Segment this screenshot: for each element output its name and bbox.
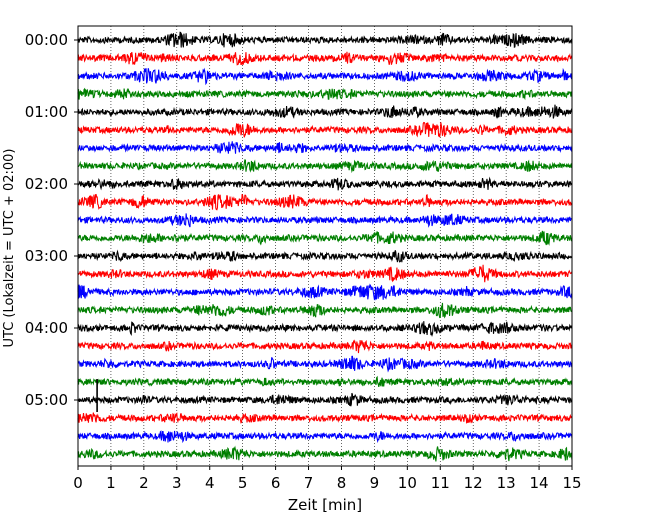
y-tick-label: 03:00 xyxy=(25,247,68,265)
trace-line xyxy=(77,302,573,319)
x-axis-label: Zeit [min] xyxy=(288,496,362,514)
x-tick-label: 13 xyxy=(497,474,516,492)
trace-line xyxy=(77,321,573,338)
x-axis-ticks: 0 1 2 3 4 5 6 7 8 9 10 11 12 13 14 15 xyxy=(73,466,582,492)
trace-line xyxy=(77,412,573,424)
x-tick-label: 3 xyxy=(172,474,182,492)
seismic-traces xyxy=(77,31,573,462)
trace-line xyxy=(77,264,573,283)
x-tick-label: 4 xyxy=(205,474,215,492)
x-tick-label: 10 xyxy=(398,474,417,492)
y-tick-label: 04:00 xyxy=(25,319,68,337)
plot-frame xyxy=(77,25,573,467)
trace-line xyxy=(77,193,573,211)
trace-line xyxy=(77,355,573,373)
grid-lines xyxy=(110,26,540,466)
trace-line xyxy=(77,51,573,66)
trace-line xyxy=(77,283,573,301)
y-tick-label: 05:00 xyxy=(25,391,68,409)
x-tick-label: 2 xyxy=(139,474,149,492)
y-tick-label: 00:00 xyxy=(25,31,68,49)
x-tick-label: 15 xyxy=(562,474,581,492)
y-tick-label: 01:00 xyxy=(25,103,68,121)
trace-line xyxy=(77,104,573,120)
x-tick-label: 12 xyxy=(464,474,483,492)
x-tick-label: 8 xyxy=(337,474,347,492)
trace-line xyxy=(77,87,573,101)
x-tick-label: 9 xyxy=(370,474,380,492)
trace-line xyxy=(77,230,573,246)
plot-background xyxy=(78,26,572,466)
trace-line xyxy=(77,249,573,263)
trace-line xyxy=(77,141,573,154)
x-tick-label: 5 xyxy=(238,474,248,492)
trace-line xyxy=(77,121,573,138)
x-tick-label: 6 xyxy=(271,474,281,492)
trace-line xyxy=(77,445,573,462)
trace-line xyxy=(77,375,573,388)
y-tick-label: 02:00 xyxy=(25,175,68,193)
y-axis-ticks: 00:00 01:00 02:00 03:00 04:00 05:00 xyxy=(25,31,78,409)
y-axis-label: UTC (Lokalzeit = UTC + 02:00) xyxy=(2,149,17,348)
trace-line xyxy=(77,159,573,174)
x-tick-label: 14 xyxy=(530,474,549,492)
trace-line xyxy=(77,339,573,354)
trace-line xyxy=(77,176,573,191)
trace-line xyxy=(77,67,573,86)
x-tick-label: 1 xyxy=(106,474,116,492)
trace-line xyxy=(77,392,573,407)
x-tick-label: 0 xyxy=(73,474,83,492)
trace-line xyxy=(77,213,573,228)
trace-line xyxy=(77,430,573,444)
x-tick-label: 11 xyxy=(431,474,450,492)
x-tick-label: 7 xyxy=(304,474,314,492)
trace-line xyxy=(77,31,573,49)
